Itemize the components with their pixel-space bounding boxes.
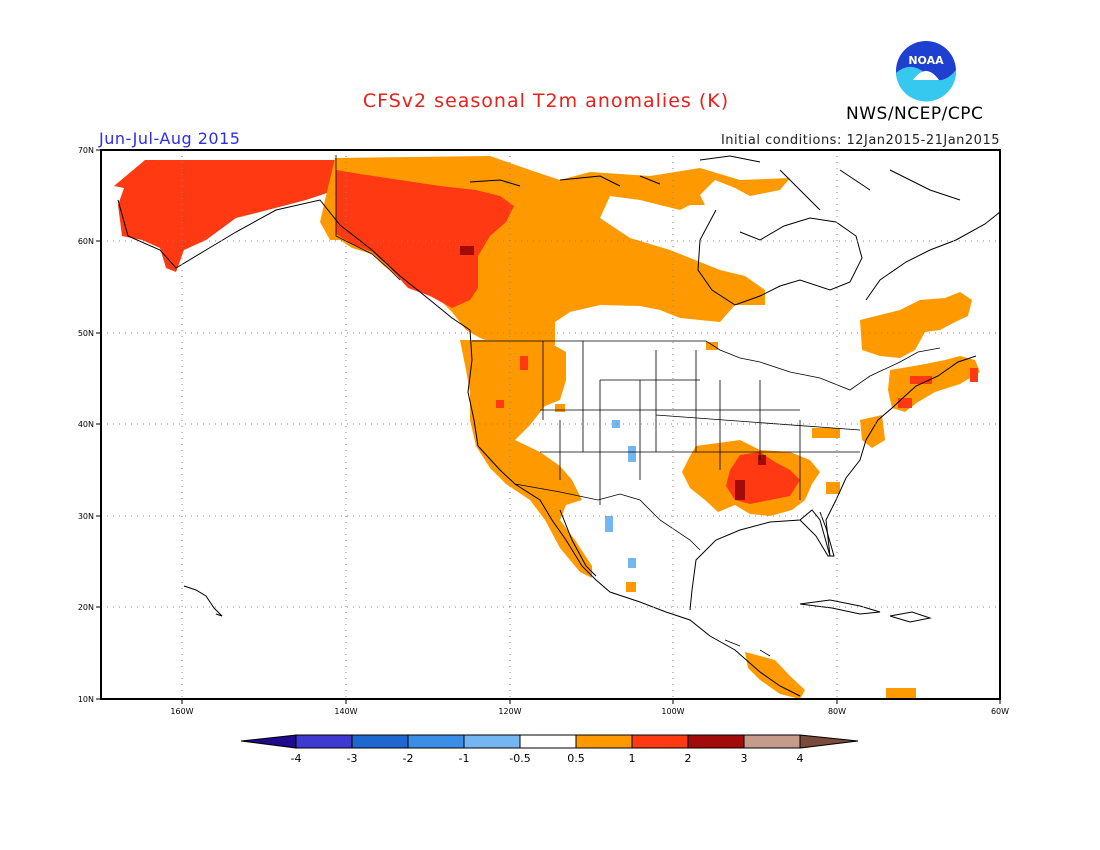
coastline-cuba [799, 599, 881, 615]
colorbar-segment [351, 734, 409, 749]
noaa-logo: NOAA [896, 41, 957, 102]
colorbar-label: 1 [628, 752, 636, 765]
colorbar-segment [687, 734, 745, 749]
anomaly-cell-2k-3k [758, 455, 766, 465]
anomaly-field [114, 156, 980, 699]
anomaly-cell-0.5k-1k [826, 482, 840, 494]
anomaly-cell-0.5k-1k [886, 688, 916, 699]
colorbar-segment [240, 734, 297, 749]
lon-label-140w: 140W [334, 707, 357, 716]
lat-label-40n: 40N [78, 420, 94, 429]
anomaly-cell-1k-2k [496, 400, 504, 408]
border-alaska-canada [335, 155, 401, 281]
lat-label-50n: 50N [78, 329, 94, 338]
lat-label-30n: 30N [78, 512, 94, 521]
lat-label-60n: 60N [78, 237, 94, 246]
colorbar-segment [575, 734, 633, 749]
anomaly-region-0.5k-1k [745, 652, 805, 699]
coastline-west [117, 199, 801, 697]
colorbar-segment [295, 734, 353, 749]
coastline-florida [799, 511, 835, 557]
lat-label-70n: 70N [78, 146, 94, 155]
anomaly-cell-1k-2k [970, 368, 978, 382]
colorbar [240, 734, 859, 749]
colorbar-segment [799, 734, 859, 749]
initial-conditions-label: Initial conditions: 12Jan2015-21Jan2015 [720, 133, 1000, 148]
colorbar-label: 4 [796, 752, 804, 765]
coastline-arctic-islands [469, 155, 961, 211]
colorbar-segment [463, 734, 521, 749]
anomaly-region-1k-2k [114, 160, 335, 272]
border-central-america [724, 639, 771, 657]
colorbar-label: 2 [684, 752, 692, 765]
anomaly-cell-1k-2k [898, 398, 912, 408]
anomaly-cell-1k-2k [910, 376, 932, 384]
axis-ticks [96, 149, 1001, 704]
us-state-grid [540, 341, 861, 505]
lon-label-120w: 120W [498, 707, 521, 716]
logo-text: NOAA [908, 54, 944, 67]
colorbar-label: -4 [290, 752, 302, 765]
anomaly-region-0.5k-1k [860, 415, 885, 448]
lon-label-60w: 60W [991, 707, 1009, 716]
anomaly-cell-0.5k-1k [706, 342, 718, 350]
colorbar-label: -3 [346, 752, 358, 765]
colorbar-label: -2 [402, 752, 414, 765]
anomaly-region-1k-2k [336, 170, 514, 308]
lon-label-100w: 100W [661, 707, 684, 716]
coastline-east [689, 355, 977, 611]
coastline-hispaniola [889, 611, 932, 623]
anomaly-cell-cold [612, 420, 620, 428]
anomaly-cell-0.5k-1k [812, 428, 840, 438]
colorbar-label: -1 [458, 752, 470, 765]
colorbar-segment [631, 734, 689, 749]
lon-label-160w: 160W [170, 707, 193, 716]
coastline-hudson-bay [697, 209, 863, 306]
lat-label-20n: 20N [78, 603, 94, 612]
colorbar-segment [407, 734, 465, 749]
anomaly-cell-1k-2k [520, 356, 528, 370]
anomaly-region-0.5k-1k [460, 340, 592, 578]
anomaly-cell-cold [628, 446, 636, 462]
anomaly-cell-0.5k-1k [626, 582, 636, 592]
colorbar-label: 3 [740, 752, 748, 765]
coastline-gulf [559, 509, 597, 577]
colorbar-label: 0.5 [567, 752, 585, 765]
anomaly-cell-cold [628, 558, 636, 568]
anomaly-region-0.5k-1k [860, 292, 972, 358]
coastline-hawaii [183, 585, 223, 617]
anomaly-cell-0.5k-1k [555, 404, 565, 412]
lat-label-10n: 10N [78, 695, 94, 704]
political-borders [335, 155, 941, 657]
colorbar-segment [743, 734, 801, 749]
anomaly-cell-2k-3k [735, 480, 745, 500]
agency-label: NWS/NCEP/CPC [846, 104, 984, 124]
coastlines [117, 155, 1000, 697]
border-us-mexico [514, 483, 701, 551]
colorbar-segment [519, 734, 577, 749]
anomaly-cell-2k-3k [460, 246, 474, 255]
season-label: Jun-Jul-Aug 2015 [99, 129, 241, 148]
lon-label-80w: 80W [828, 707, 846, 716]
anomaly-cell-cold [605, 516, 613, 532]
coastline-labrador [865, 211, 1000, 301]
chart-title: CFSv2 seasonal T2m anomalies (K) [362, 90, 730, 112]
border-us-canada [472, 340, 941, 391]
colorbar-label: -0.5 [509, 752, 531, 765]
